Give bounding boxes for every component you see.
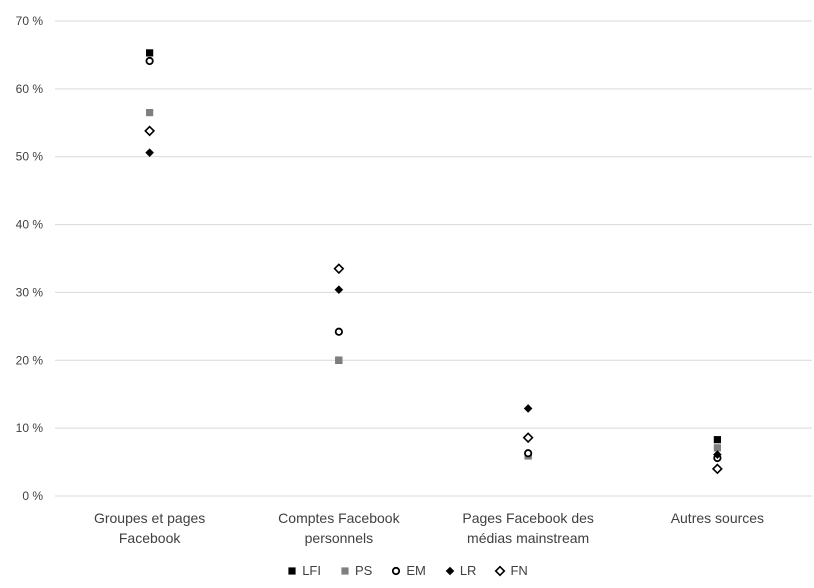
legend-marker [445, 566, 455, 575]
x-axis-category-labels: Groupes et pages Facebook Comptes Facebook… [94, 510, 764, 546]
y-tick-label: 40 % [16, 218, 44, 232]
legend-marker-icon [495, 565, 506, 576]
data-point-em [524, 449, 533, 458]
legend-marker-icon [445, 566, 455, 575]
y-tick-label: 30 % [16, 285, 44, 299]
legend-label: FN [510, 563, 528, 578]
legend-marker-icon [341, 566, 349, 575]
data-point-lr [145, 148, 154, 157]
y-tick-label: 70 % [16, 14, 44, 28]
data-point-lr [713, 450, 722, 459]
data-point-em [145, 56, 154, 66]
x-category-label: Autres sources [671, 510, 764, 526]
legend-label: EM [406, 563, 426, 578]
data-point-em [334, 327, 343, 336]
x-category-label: Groupes et pages Facebook [94, 510, 205, 546]
legend-marker [288, 566, 296, 575]
legend-label: PS [354, 563, 373, 578]
legend-marker [392, 566, 401, 575]
data-point-lr [334, 285, 344, 295]
data-point-ps [335, 356, 343, 364]
data-points [144, 49, 723, 475]
legend-item-lfi: LFI [286, 563, 321, 578]
data-point-lfi [713, 436, 721, 444]
legend-label: LR [459, 563, 477, 578]
y-axis-tick-labels: 0 % 10 % 20 % 30 % 40 % 50 % 60 % 70 % [16, 14, 44, 503]
legend-item-em: EM [390, 563, 426, 578]
data-point-ps [146, 109, 154, 117]
data-point-lr [523, 404, 533, 413]
legend-marker [495, 565, 506, 576]
data-point-fn [522, 432, 534, 444]
data-point-fn [333, 263, 345, 275]
data-point-fn [144, 125, 156, 137]
data-point-ps [713, 444, 721, 452]
legend-marker-icon [288, 566, 296, 575]
legend-marker [341, 566, 349, 575]
chart-legend: LFI PS EM LR FN [0, 563, 814, 580]
legend-label: LFI [302, 563, 321, 578]
y-tick-label: 50 % [16, 150, 44, 164]
y-tick-label: 10 % [16, 421, 44, 435]
data-point-lfi [146, 49, 154, 57]
x-category-label: Pages Facebook des médias mainstream [462, 510, 594, 546]
gridlines [55, 20, 812, 497]
legend-item-fn: FN [494, 563, 528, 578]
legend-marker-icon [392, 566, 401, 575]
x-category-label: Comptes Facebook personnels [278, 510, 400, 546]
y-tick-label: 60 % [16, 82, 44, 96]
y-tick-label: 0 % [22, 489, 43, 503]
data-point-fn [711, 463, 723, 475]
y-tick-label: 20 % [16, 353, 44, 367]
legend-item-ps: PS [339, 563, 372, 578]
legend-item-lr: LR [444, 563, 477, 578]
